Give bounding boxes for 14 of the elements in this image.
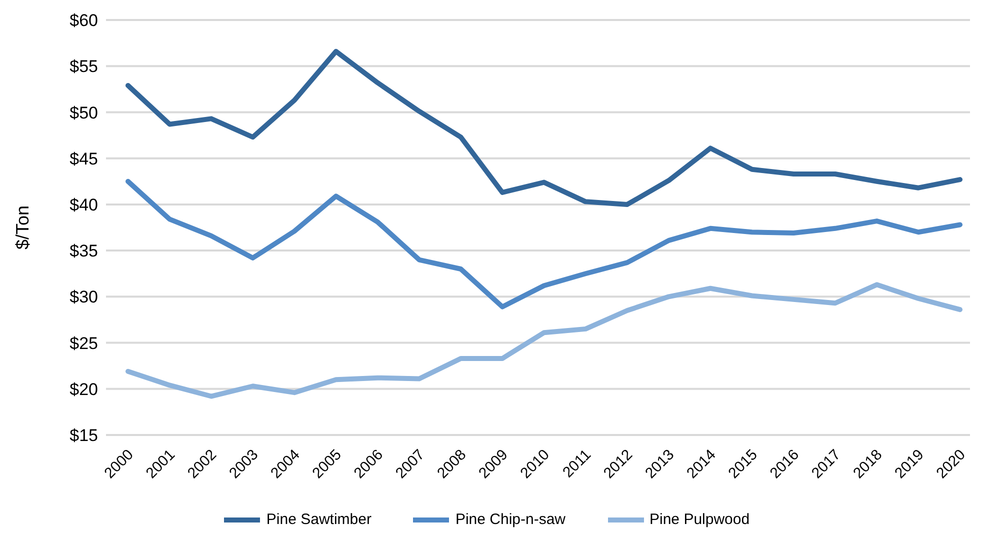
legend-label: Pine Sawtimber xyxy=(266,511,372,528)
y-tick-label: $45 xyxy=(70,149,98,168)
y-tick-label: $35 xyxy=(70,242,98,261)
y-tick-label: $60 xyxy=(70,11,98,30)
y-tick-label: $20 xyxy=(70,380,98,399)
legend-label: Pine Pulpwood xyxy=(650,511,750,528)
y-tick-label: $25 xyxy=(70,334,98,353)
y-tick-label: $50 xyxy=(70,103,98,122)
y-tick-label: $55 xyxy=(70,57,98,76)
y-tick-label: $40 xyxy=(70,195,98,214)
y-axis-title: $/Ton xyxy=(12,205,32,250)
y-tick-label: $30 xyxy=(70,288,98,307)
legend-label: Pine Chip-n-saw xyxy=(455,511,566,528)
y-tick-label: $15 xyxy=(70,426,98,446)
